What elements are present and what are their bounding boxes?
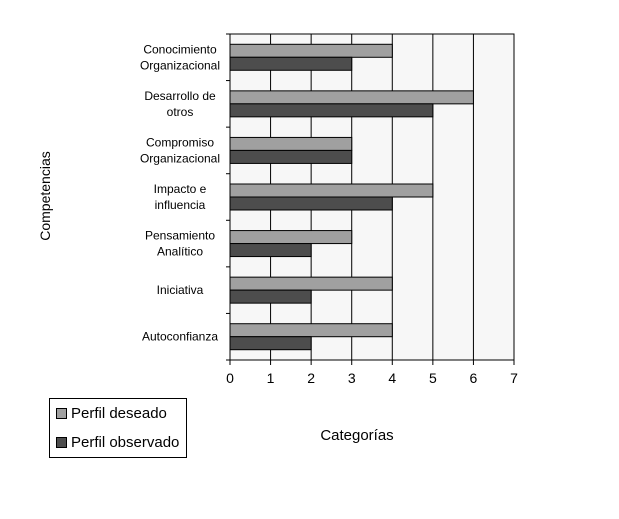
category-label-2: Compromiso Organizacional <box>140 135 220 165</box>
bar-deseado-6 <box>229 323 393 338</box>
x-tick-label-3: 3 <box>348 370 356 386</box>
bar-observado-5 <box>229 289 312 304</box>
legend: Perfil deseado Perfil observado <box>49 398 187 458</box>
x-tick-label-4: 4 <box>388 370 396 386</box>
legend-item-perfil-deseado: Perfil deseado <box>56 404 167 422</box>
category-label-0: Conocimiento Organizacional <box>140 42 220 72</box>
bar-deseado-3 <box>229 183 434 198</box>
x-tick-label-1: 1 <box>267 370 275 386</box>
legend-label-perfil-deseado: Perfil deseado <box>71 404 167 422</box>
category-label-4: Pensamiento Analítico <box>145 229 215 259</box>
bar-deseado-4 <box>229 230 353 245</box>
category-label-5: Iniciativa <box>157 283 204 297</box>
bar-observado-0 <box>229 56 353 71</box>
category-label-1: Desarrollo de otros <box>144 89 216 119</box>
bar-deseado-2 <box>229 136 353 151</box>
x-tick-label-6: 6 <box>470 370 478 386</box>
legend-label-perfil-observado: Perfil observado <box>71 433 180 451</box>
category-label-3: Impacto e influencia <box>154 182 207 212</box>
x-tick-label-0: 0 <box>226 370 234 386</box>
legend-swatch-perfil-deseado <box>56 407 67 419</box>
bar-observado-4 <box>229 243 312 258</box>
x-tick-label-2: 2 <box>307 370 315 386</box>
legend-item-perfil-observado: Perfil observado <box>56 433 179 451</box>
x-tick-label-5: 5 <box>429 370 437 386</box>
x-axis-title: Categorías <box>320 427 393 444</box>
x-tick-label-7: 7 <box>510 370 518 386</box>
bar-deseado-0 <box>229 43 393 58</box>
bar-observado-2 <box>229 149 353 164</box>
bar-deseado-1 <box>229 90 474 105</box>
bar-observado-1 <box>229 103 434 118</box>
category-label-6: Autoconfianza <box>142 330 218 344</box>
bar-observado-6 <box>229 336 312 351</box>
legend-swatch-perfil-observado <box>56 436 67 448</box>
y-axis-title: Competencias <box>37 151 53 241</box>
bar-observado-3 <box>229 196 393 211</box>
bar-deseado-5 <box>229 276 393 291</box>
